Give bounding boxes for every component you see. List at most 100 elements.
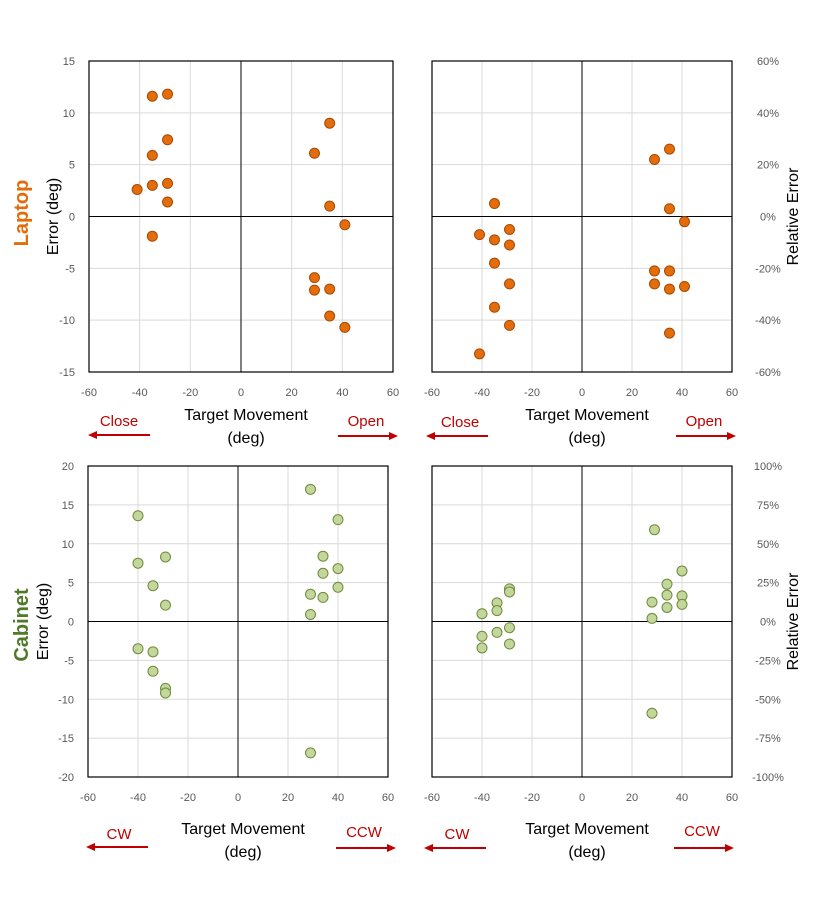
data-point: [474, 229, 485, 241]
data-point: [491, 626, 503, 638]
y-tick-label: -40%: [755, 315, 781, 327]
data-point: [339, 321, 351, 333]
data-point: [324, 310, 336, 322]
data-point: [317, 550, 329, 562]
y-tick-label: -20%: [755, 263, 781, 275]
y-axis-title: Error (deg): [35, 583, 52, 660]
data-point: [679, 216, 690, 228]
data-point: [324, 117, 336, 129]
data-point: [504, 586, 515, 598]
y-tick-label: -10: [59, 315, 75, 327]
x-axis-title: Target Movement: [525, 407, 649, 424]
data-point: [676, 598, 688, 610]
direction-label-open: Open: [348, 413, 385, 430]
data-point: [646, 612, 658, 624]
direction-label-close-right: Close: [441, 414, 479, 431]
y-tick-label: -100%: [752, 772, 784, 784]
y-tick-label: 20%: [757, 160, 779, 172]
y-tick-label: -20: [58, 772, 74, 784]
data-point: [504, 223, 515, 235]
data-point: [504, 638, 515, 650]
data-point: [146, 230, 158, 242]
data-point: [332, 581, 344, 593]
y-tick-label: -25%: [755, 655, 781, 667]
data-point: [649, 524, 660, 536]
arrow-cw-right: [424, 844, 486, 852]
data-point: [649, 265, 660, 277]
data-point: [646, 596, 658, 608]
data-point: [132, 643, 144, 655]
arrow-close: [88, 431, 150, 439]
y-tick-label: -50%: [755, 694, 781, 706]
data-point: [160, 687, 171, 699]
arrow-ccw: [336, 844, 396, 852]
data-point: [664, 203, 675, 215]
arrow-cw: [86, 843, 148, 851]
data-point: [146, 90, 158, 102]
data-point: [476, 630, 488, 642]
data-point: [504, 622, 515, 634]
y-tick-label: 25%: [757, 578, 779, 590]
x-axis-title: (deg): [568, 844, 605, 861]
direction-arrows: [86, 431, 736, 852]
data-point: [489, 234, 500, 246]
data-point: [491, 605, 503, 617]
data-point: [308, 147, 320, 159]
plot-area: [431, 465, 733, 778]
row-label-laptop: Laptop: [11, 180, 33, 247]
y-tick-label: 20: [62, 461, 74, 473]
y-tick-label: -10: [58, 694, 74, 706]
x-axis-title: Target Movement: [184, 407, 308, 424]
y-tick-label: -15: [59, 367, 75, 379]
x-tick-label: 0: [579, 387, 585, 399]
data-point: [339, 219, 351, 231]
x-tick-label: 20: [626, 387, 638, 399]
data-point: [132, 510, 144, 522]
data-point: [504, 278, 515, 290]
y-tick-label: 10: [63, 108, 75, 120]
x-tick-label: 60: [726, 792, 738, 804]
y-tick-label: 0: [68, 617, 74, 629]
direction-label-ccw-right: CCW: [684, 823, 721, 840]
arrow-close-right: [426, 432, 488, 440]
x-tick-label: 60: [387, 387, 399, 399]
y-tick-label: 60%: [757, 56, 779, 68]
data-point: [661, 589, 673, 601]
y-tick-label: 75%: [757, 500, 779, 512]
y-tick-label: 50%: [757, 539, 779, 551]
chart-laptop-rel: -60 -40 -20 0 20 40 60 -60% -40% -20% 0% 20% 40% 60% R…: [424, 56, 802, 447]
y-axis-title: Relative Error: [785, 572, 802, 670]
chart-cabinet-rel: -60 -40 -20 0 20 40 60 -100% -75% -50% -25% 0% 25% 50…: [424, 461, 802, 861]
x-tick-label: -60: [80, 792, 96, 804]
data-point: [489, 198, 500, 210]
arrow-open-right: [676, 432, 736, 440]
data-point: [664, 143, 675, 155]
data-point: [324, 200, 336, 212]
data-point: [504, 319, 515, 331]
x-tick-label: -40: [130, 792, 146, 804]
x-axis-title: (deg): [224, 844, 261, 861]
y-tick-label: -75%: [755, 733, 781, 745]
y-tick-label: 100%: [754, 461, 782, 473]
direction-label-open-right: Open: [686, 413, 723, 430]
chart-laptop-abs: -60 -40 -20 0 20 40 60 -15 -10 -5 0 5 10 15 Error (deg…: [45, 56, 399, 447]
x-tick-label: -20: [180, 792, 196, 804]
data-point: [160, 551, 171, 563]
y-tick-label: 5: [68, 578, 74, 590]
plot-area: [431, 60, 733, 373]
arrow-ccw-right: [674, 844, 734, 852]
row-label-cabinet: Cabinet: [11, 588, 33, 662]
data-point: [664, 265, 675, 277]
data-point: [489, 257, 500, 269]
data-point: [131, 184, 143, 196]
x-tick-label: 20: [282, 792, 294, 804]
x-tick-label: -40: [132, 387, 148, 399]
x-tick-label: -20: [182, 387, 198, 399]
data-point: [317, 591, 329, 603]
data-point: [661, 578, 673, 590]
data-point: [676, 565, 688, 577]
data-point: [474, 348, 485, 360]
data-point: [324, 283, 336, 295]
direction-label-cw: CW: [107, 826, 133, 843]
